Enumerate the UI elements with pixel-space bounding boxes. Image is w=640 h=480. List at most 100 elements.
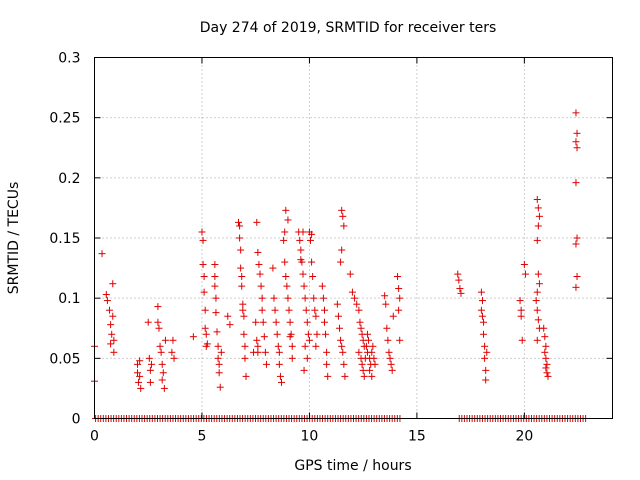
data-point <box>334 312 342 320</box>
data-point <box>301 342 309 350</box>
data-point <box>482 366 490 374</box>
data-point <box>385 348 393 356</box>
data-point <box>258 294 266 302</box>
data-point <box>102 291 110 299</box>
data-point <box>368 348 376 356</box>
data-point <box>259 318 267 326</box>
data-point <box>477 288 485 296</box>
data-point <box>240 312 248 320</box>
data-point <box>520 260 528 268</box>
data-point <box>340 222 348 230</box>
data-point <box>168 348 176 356</box>
y-tick-label: 0.3 <box>58 51 80 67</box>
data-point <box>133 369 141 377</box>
data-point <box>273 330 281 338</box>
data-point <box>540 324 548 332</box>
y-tick-label: 0.25 <box>49 111 80 127</box>
data-point <box>572 179 580 187</box>
data-point <box>483 348 491 356</box>
data-point <box>288 342 296 350</box>
data-point <box>226 321 234 329</box>
data-point <box>297 246 305 254</box>
data-point <box>254 348 262 356</box>
data-point <box>110 348 118 356</box>
points-layer <box>91 109 590 422</box>
data-point <box>395 285 403 293</box>
data-point <box>371 360 379 368</box>
data-point <box>108 330 116 338</box>
data-point <box>312 342 320 350</box>
data-point <box>260 333 268 341</box>
data-point <box>573 129 581 137</box>
y-axis-label: SRMTID / TECUs <box>6 182 22 295</box>
data-point <box>307 236 315 244</box>
data-point <box>337 258 345 266</box>
data-point <box>258 306 266 314</box>
data-point <box>272 318 280 326</box>
data-point <box>198 228 206 236</box>
data-point <box>339 348 347 356</box>
data-point <box>242 372 250 380</box>
data-point <box>346 270 354 278</box>
data-point <box>338 246 346 254</box>
data-point <box>133 360 141 368</box>
data-point <box>200 273 208 281</box>
data-point <box>323 348 331 356</box>
data-point <box>146 366 154 374</box>
data-point <box>238 273 246 281</box>
data-point <box>310 294 318 302</box>
data-point <box>360 372 368 380</box>
data-point <box>454 270 462 278</box>
data-point <box>239 306 247 314</box>
data-point <box>281 228 289 236</box>
y-tick-label: 0.2 <box>58 171 80 187</box>
data-point <box>257 282 265 290</box>
data-point <box>285 306 293 314</box>
data-point <box>262 360 270 368</box>
data-point <box>299 228 307 236</box>
data-point <box>110 336 118 344</box>
data-point <box>309 273 317 281</box>
data-point <box>254 248 262 256</box>
data-point <box>296 236 304 244</box>
data-point <box>521 270 529 278</box>
data-point <box>534 204 542 212</box>
chart-title: Day 274 of 2019, SRMTID for receiver ter… <box>200 20 497 36</box>
ticks-layer <box>94 57 613 419</box>
data-point <box>103 297 111 305</box>
data-point <box>297 256 305 264</box>
data-point <box>572 240 580 248</box>
data-point <box>236 234 244 242</box>
data-point <box>303 318 311 326</box>
data-point <box>355 306 363 314</box>
data-point <box>533 288 541 296</box>
data-point <box>286 318 294 326</box>
data-point <box>340 360 348 368</box>
data-point <box>542 364 550 372</box>
data-point <box>160 384 168 392</box>
data-point <box>170 354 178 362</box>
data-point <box>270 294 278 302</box>
data-point <box>154 303 162 311</box>
data-point <box>351 294 359 302</box>
data-point <box>395 306 403 314</box>
data-point <box>573 234 581 242</box>
data-point <box>215 360 223 368</box>
x-tick-label: 20 <box>515 429 533 445</box>
data-point <box>355 348 363 356</box>
data-point <box>300 366 308 374</box>
data-point <box>237 246 245 254</box>
data-point <box>252 318 260 326</box>
data-point <box>387 360 395 368</box>
data-point <box>533 195 541 203</box>
data-point <box>275 348 283 356</box>
data-point <box>281 258 289 266</box>
data-point <box>98 250 106 258</box>
data-point <box>533 336 541 344</box>
data-point <box>535 280 543 288</box>
data-point <box>276 372 284 380</box>
data-point <box>238 282 246 290</box>
y-tick-label: 0.1 <box>58 291 80 307</box>
data-point <box>217 348 225 356</box>
data-point <box>199 236 207 244</box>
